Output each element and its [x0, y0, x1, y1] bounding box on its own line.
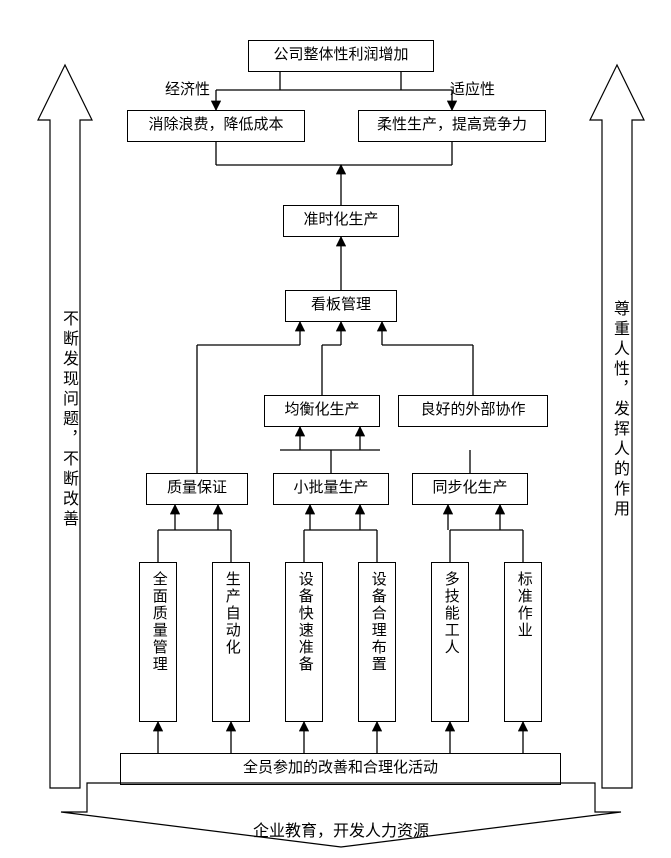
side-left-label: 不断发现问题，不断改善	[56, 310, 80, 530]
node-external: 良好的外部协作	[398, 395, 548, 427]
node-quick-setup-label: 设备快速准备	[294, 571, 314, 673]
node-kanban: 看板管理	[285, 290, 397, 322]
node-small-batch: 小批量生产	[273, 473, 389, 505]
node-balanced: 均衡化生产	[264, 395, 380, 427]
node-kaizen: 全员参加的改善和合理化活动	[120, 753, 561, 785]
connector-overlay	[0, 0, 671, 858]
node-flexible-production: 柔性生产，提高竞争力	[358, 110, 546, 142]
node-quality-assurance: 质量保证	[146, 473, 248, 505]
node-layout: 设备合理布置	[358, 562, 396, 722]
node-tqm-label: 全面质量管理	[148, 571, 168, 673]
node-standard-ops-label: 标准作业	[513, 571, 533, 639]
node-synchronized: 同步化生产	[412, 473, 528, 505]
node-jit: 准时化生产	[283, 205, 399, 237]
label-economy: 经济性	[165, 78, 210, 99]
node-top-profit: 公司整体性利润增加	[248, 40, 434, 72]
node-multiskill-label: 多技能工人	[440, 571, 460, 656]
node-automation: 生产自动化	[212, 562, 250, 722]
node-multiskill: 多技能工人	[431, 562, 469, 722]
node-education: 企业教育，开发人力资源	[87, 818, 595, 847]
node-automation-label: 生产自动化	[221, 571, 241, 656]
node-layout-label: 设备合理布置	[367, 571, 387, 673]
node-eliminate-waste: 消除浪费，降低成本	[127, 110, 305, 142]
side-right-label: 尊重人性，发挥人的作用	[607, 300, 631, 520]
node-quick-setup: 设备快速准备	[285, 562, 323, 722]
node-standard-ops: 标准作业	[504, 562, 542, 722]
node-tqm: 全面质量管理	[139, 562, 177, 722]
label-flexibility: 适应性	[450, 78, 495, 99]
